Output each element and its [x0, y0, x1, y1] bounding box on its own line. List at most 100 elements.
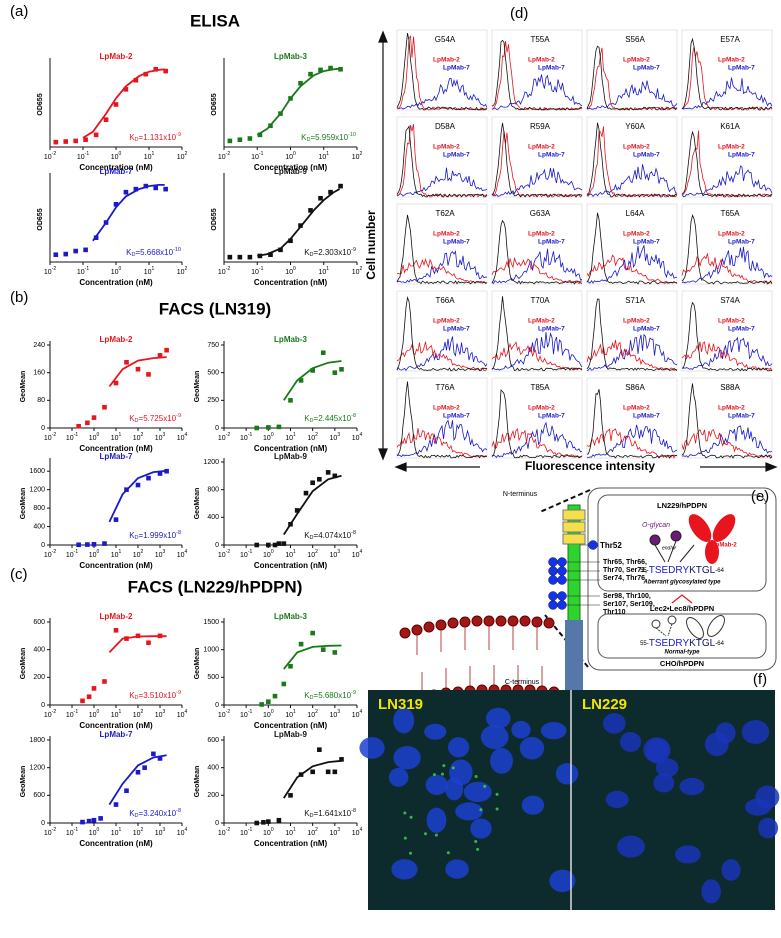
mutation-label: S71A: [625, 296, 645, 305]
glycan-sites: [548, 540, 600, 610]
x-tick-label: 104: [352, 827, 363, 837]
x-axis-label: Concentration (nM): [254, 163, 328, 172]
stain: [474, 775, 478, 779]
mutation-label: G54A: [435, 35, 456, 44]
sequence: 55-TSEDRYKTGL-64: [640, 565, 725, 576]
x-tick-label-part: 10: [352, 712, 360, 719]
nucleus: [745, 798, 772, 816]
data-point: [272, 693, 278, 699]
plot-title: LpMab-9: [274, 730, 307, 739]
plot-title: LpMab-7: [100, 730, 133, 739]
stain: [479, 808, 483, 812]
data-point: [281, 681, 287, 687]
x-tick-label: 104: [352, 432, 363, 442]
data-point: [247, 136, 253, 141]
data-point: [257, 132, 263, 138]
hist-red: [396, 34, 488, 111]
nucleus: [540, 721, 567, 740]
hist-black: [396, 214, 488, 285]
y-tick-label: 200: [207, 792, 219, 799]
legend-label: LpMab-7: [538, 413, 565, 420]
data-point: [288, 663, 293, 669]
y-tick-label: 0: [215, 542, 219, 549]
data-point: [310, 480, 315, 486]
y-axis-label: GeoMean: [194, 488, 201, 520]
diagram: [399, 487, 777, 706]
x-tick-label: 10-2: [44, 266, 56, 276]
axis-label: Fluorescence intensity: [525, 459, 655, 473]
data-point: [113, 202, 119, 207]
data-point: [124, 636, 129, 641]
kd-label-part: D: [135, 418, 139, 424]
data-point: [339, 757, 344, 762]
y-axis-label: OD655: [37, 93, 44, 115]
x-tick-label: 102: [133, 827, 144, 837]
kd-label-part: -8: [176, 808, 181, 814]
data-point: [298, 378, 304, 383]
legend-label: LpMab-2: [718, 318, 745, 325]
data-point: [281, 541, 287, 546]
histogram-frame: [491, 116, 583, 198]
box-title: CHO/hPDPN: [660, 659, 704, 668]
x-tick-label-part: 10: [263, 830, 271, 837]
x-tick-label-part: -2: [52, 151, 57, 157]
x-tick-label-part: 1: [119, 432, 122, 438]
data-point: [85, 542, 90, 547]
nucleus: [617, 835, 645, 858]
data-point: [247, 254, 253, 260]
nucleus: [675, 845, 701, 864]
data-point: [338, 66, 343, 72]
x-tick-label-part: 10: [44, 552, 52, 559]
seq-part: 55-: [640, 641, 649, 647]
kd-label-part: =1.641x10: [314, 809, 352, 818]
data-point: [63, 251, 69, 257]
x-axis-label: Concentration (nM): [254, 839, 328, 848]
kd-label-part: D: [135, 137, 139, 143]
data-point: [288, 398, 293, 403]
hist-red: [396, 428, 488, 459]
x-tick-label-part: 10: [240, 830, 248, 837]
nucleus: [643, 737, 671, 763]
hist-blue: [491, 248, 583, 285]
data-point: [310, 368, 315, 373]
x-tick-label-part: 1: [293, 709, 296, 715]
x-tick-label: 101: [111, 709, 122, 719]
data-point: [133, 77, 139, 83]
x-tick-label-part: 10: [66, 830, 74, 837]
data-point: [53, 139, 59, 145]
data-point: [73, 138, 78, 144]
site-label: Thr65, Thr66,: [603, 559, 647, 566]
box-title: Lec2•Lec8/hPDPN: [650, 604, 714, 613]
x-tick-label: 10-1: [66, 709, 78, 719]
x-tick-label-part: 10: [352, 269, 360, 276]
kd-label: KD=2.445x10-8: [304, 413, 356, 424]
kd-label: KD=5.680x10-9: [304, 690, 356, 701]
data-point: [102, 404, 107, 410]
x-tick-label-part: 4: [185, 827, 188, 833]
hist-red: [586, 47, 678, 111]
label: C-terminus: [505, 679, 540, 686]
legend-label: LpMab-7: [728, 413, 755, 420]
hist-red: [586, 254, 678, 284]
x-tick-label: 102: [133, 709, 144, 719]
x-tick-label: 104: [352, 549, 363, 559]
kd-label-part: K: [304, 531, 310, 540]
x-tick-label: 10-1: [66, 432, 78, 442]
y-tick-label: 0: [215, 820, 219, 827]
data-point: [163, 68, 168, 74]
x-tick-label-part: -1: [248, 827, 253, 833]
site-labels: Thr65, Thr66,Thr70, Ser71,Ser74, Thr76 Se…: [603, 559, 655, 616]
x-tick-label-part: -1: [259, 151, 264, 157]
nucleus: [605, 790, 629, 808]
y-tick-label: 1600: [29, 468, 45, 475]
y-tick-label: 250: [207, 397, 219, 404]
seq-part: KTGL: [689, 565, 716, 576]
data-point: [325, 470, 331, 475]
x-tick-label: 103: [155, 432, 166, 442]
x-tick-label-part: 3: [163, 549, 166, 555]
data-point: [85, 420, 90, 426]
seq-part: -64: [715, 568, 724, 574]
kd-label-part: K: [304, 809, 310, 818]
kd-label-part: -10: [173, 247, 181, 253]
